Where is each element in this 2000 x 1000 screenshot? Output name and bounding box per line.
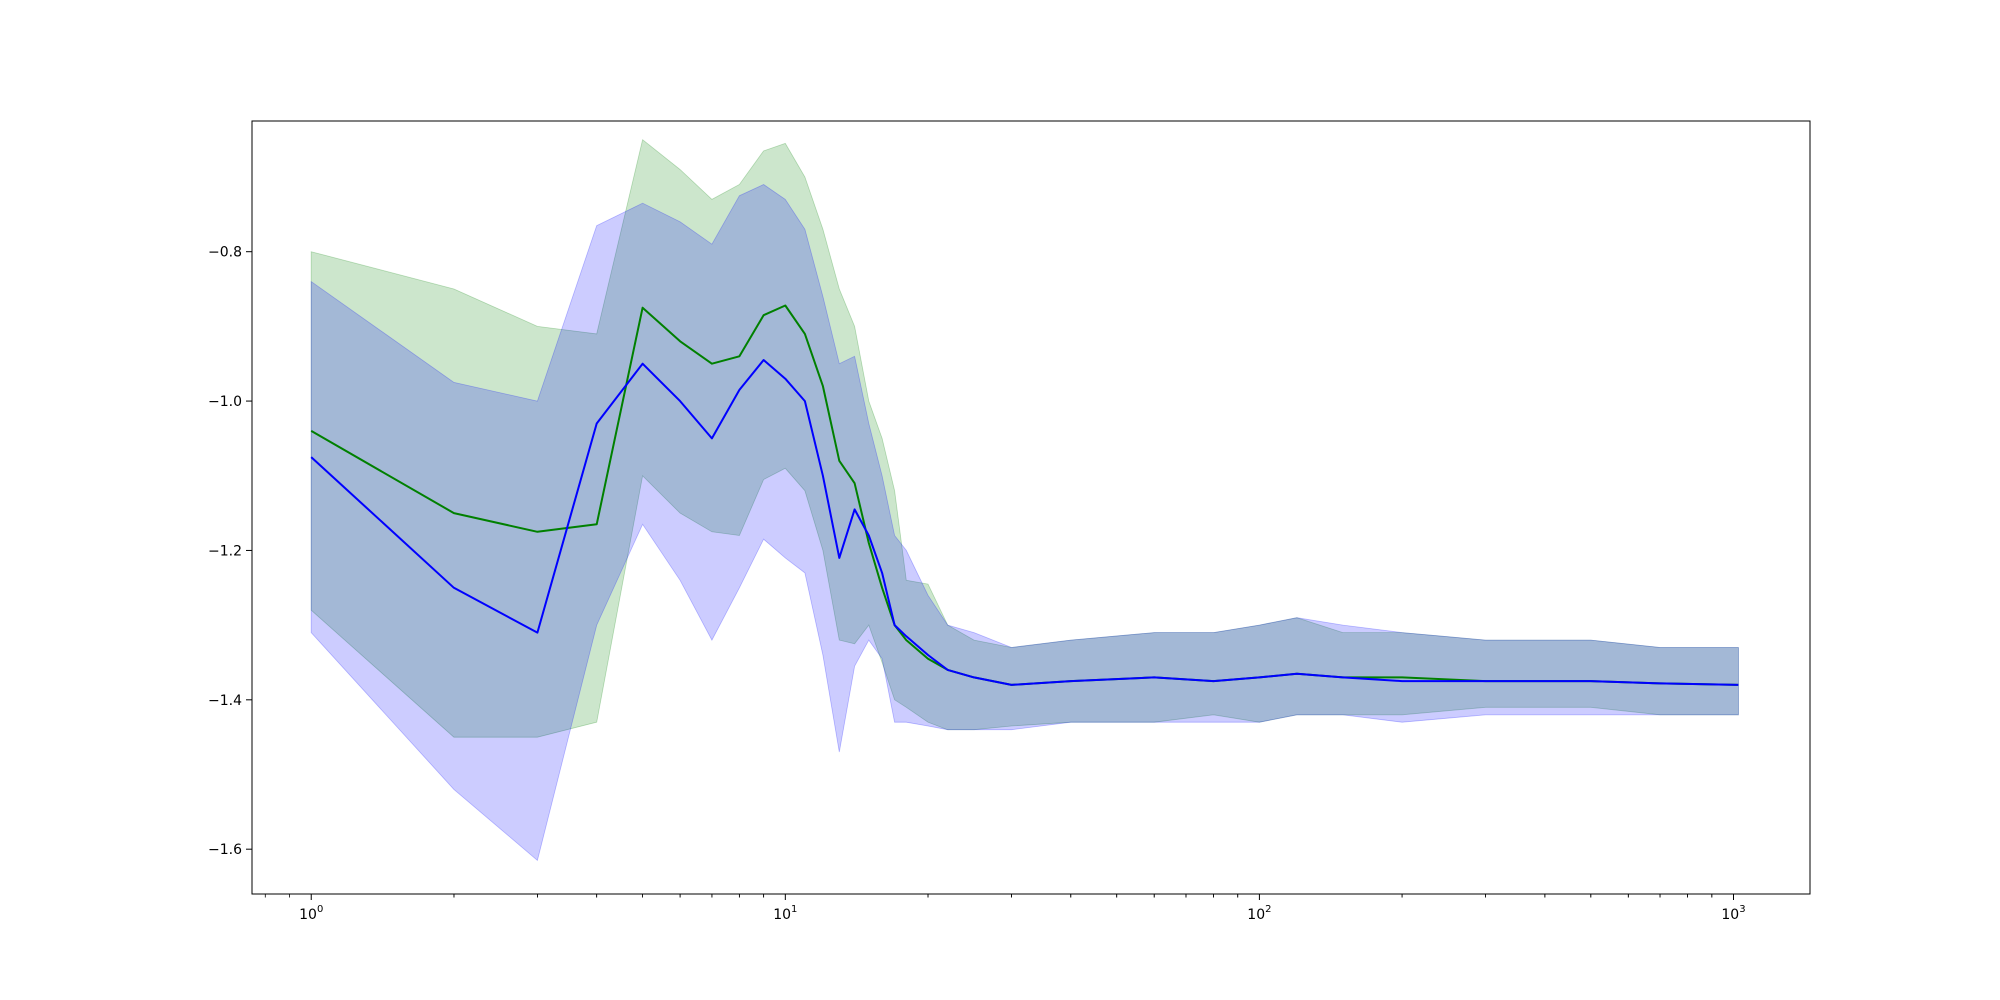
green-confidence-band bbox=[310, 138, 1739, 738]
x-tick-label: 102 bbox=[1247, 904, 1271, 923]
blue-series-line bbox=[310, 359, 1739, 686]
x-tick-label: 100 bbox=[299, 904, 323, 923]
y-tick-label: −1.6 bbox=[208, 842, 242, 858]
axis-layer: 100 101 102 103 −0.8 −1.0 −1.2 −1.4 −1.6 bbox=[208, 245, 1746, 923]
x-tick-label: 103 bbox=[1721, 904, 1745, 923]
x-tick-label: 101 bbox=[773, 904, 797, 923]
axes-frame bbox=[251, 120, 1811, 895]
y-tick-label: −1.4 bbox=[208, 693, 242, 709]
y-tick-label: −1.2 bbox=[208, 543, 242, 559]
y-tick-label: −0.8 bbox=[208, 245, 242, 261]
plot-area bbox=[310, 138, 1739, 862]
y-tick-label: −1.0 bbox=[208, 394, 242, 410]
blue-confidence-band bbox=[310, 184, 1739, 862]
